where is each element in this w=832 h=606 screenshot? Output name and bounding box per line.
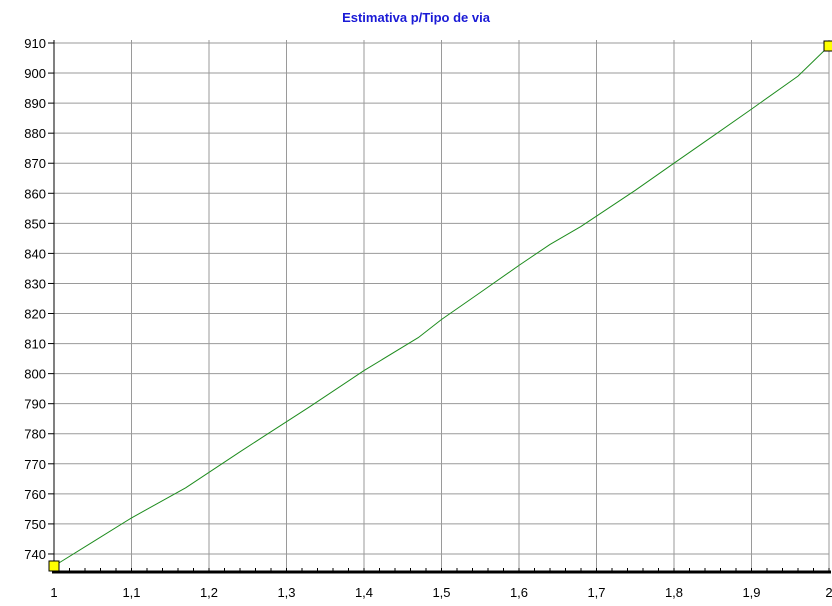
x-tick-label: 1,5 xyxy=(432,585,450,600)
y-tick-label: 860 xyxy=(24,186,46,201)
data-point-marker xyxy=(49,561,59,571)
y-tick-label: 900 xyxy=(24,66,46,81)
y-tick-label: 780 xyxy=(24,427,46,442)
y-tick-label: 770 xyxy=(24,457,46,472)
x-tick-label: 1 xyxy=(50,585,57,600)
x-tick-label: 1,1 xyxy=(122,585,140,600)
y-tick-label: 850 xyxy=(24,216,46,231)
x-tick-label: 1,7 xyxy=(587,585,605,600)
x-tick-label: 2 xyxy=(825,585,832,600)
x-tick-label: 1,9 xyxy=(742,585,760,600)
axes xyxy=(48,40,831,572)
y-tick-label: 810 xyxy=(24,337,46,352)
x-tick-label: 1,8 xyxy=(665,585,683,600)
markers xyxy=(49,41,832,571)
x-tick-label: 1,2 xyxy=(200,585,218,600)
y-tick-label: 820 xyxy=(24,307,46,322)
x-tick-label: 1,4 xyxy=(355,585,373,600)
y-tick-label: 910 xyxy=(24,36,46,51)
x-tick-label: 1,6 xyxy=(510,585,528,600)
y-tick-label: 840 xyxy=(24,246,46,261)
tick-labels: 1 1,1 1,2 1,3 1,4 1,5 1,6 1,7 1,8 1,9 2 740 750 760 77… xyxy=(24,36,832,600)
y-tick-label: 790 xyxy=(24,397,46,412)
y-tick-label: 750 xyxy=(24,517,46,532)
y-tick-label: 870 xyxy=(24,156,46,171)
y-tick-label: 740 xyxy=(24,547,46,562)
gridlines xyxy=(54,40,829,572)
x-tick-label: 1,3 xyxy=(277,585,295,600)
y-tick-label: 880 xyxy=(24,126,46,141)
data-point-marker xyxy=(824,41,832,51)
y-tick-label: 760 xyxy=(24,487,46,502)
y-tick-label: 800 xyxy=(24,367,46,382)
y-tick-label: 890 xyxy=(24,96,46,111)
y-tick-label: 830 xyxy=(24,276,46,291)
